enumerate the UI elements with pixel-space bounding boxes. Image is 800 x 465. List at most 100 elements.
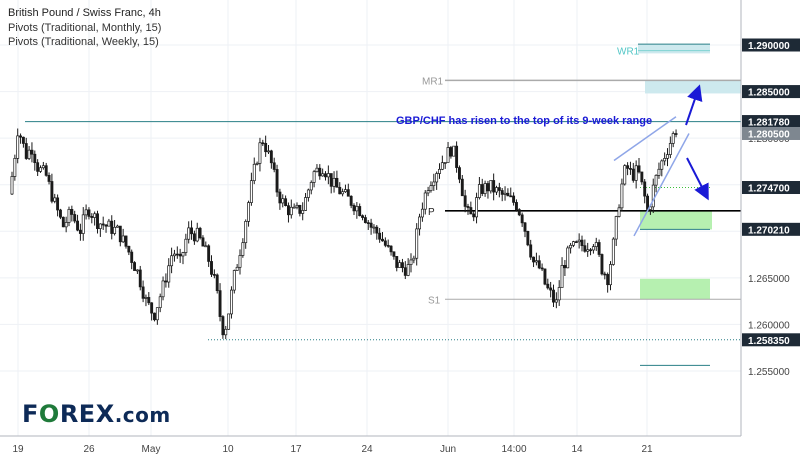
candle-body (663, 158, 667, 162)
candle-body (87, 209, 91, 217)
candle-body (292, 206, 296, 209)
candle-body (39, 167, 42, 172)
candle-body (674, 133, 678, 135)
candle-body (167, 265, 171, 283)
candle-body (164, 280, 168, 283)
candle-body (640, 171, 644, 183)
candles (10, 128, 678, 340)
candle-body (93, 213, 97, 218)
candle-body (127, 245, 131, 253)
candle-body (64, 222, 68, 228)
weekly-r1-zone (638, 44, 710, 54)
candle-body (426, 190, 430, 194)
candle-body (269, 150, 273, 164)
candle-body (543, 268, 547, 285)
candle-body (98, 223, 102, 229)
candle-body (118, 225, 122, 243)
candle-body (452, 145, 456, 157)
candle-body (190, 227, 193, 235)
candle-body (301, 210, 305, 214)
candle-body (70, 209, 74, 215)
candle-body (44, 165, 48, 176)
pivot-support-zone (640, 210, 712, 230)
time-tick-label: 14:00 (501, 444, 526, 455)
s1-support-zone (640, 278, 710, 300)
candle-body (218, 290, 222, 317)
candle-body (281, 198, 285, 204)
candle-body (61, 216, 65, 228)
candle-body (475, 197, 479, 218)
candle-body (41, 165, 45, 169)
candle-body (144, 297, 148, 299)
candle-body (446, 147, 450, 163)
candle-body (113, 226, 117, 234)
candle-body (324, 173, 327, 178)
candle-body (492, 180, 496, 193)
candle-body (666, 154, 669, 159)
candle-body (626, 165, 630, 169)
price-tag-bg (742, 181, 800, 195)
candle-body (389, 245, 393, 253)
candle-body (597, 242, 601, 255)
candle-body (150, 302, 154, 314)
candle-body (130, 251, 134, 263)
candle-body (221, 316, 225, 336)
candle-body (238, 255, 242, 268)
price-tick-label: 1.255000 (748, 367, 790, 378)
candle-body (617, 207, 621, 217)
pivot-label-s1: S1 (428, 295, 441, 306)
candle-body (21, 136, 25, 144)
candle-body (378, 232, 382, 240)
candle-body (155, 307, 159, 321)
candle-body (289, 206, 293, 216)
price-tag-label: 1.270210 (748, 225, 790, 236)
candle-body (435, 173, 439, 183)
candle-body (577, 239, 581, 243)
candle-body (210, 261, 213, 275)
forex-logo: FOREX.com (22, 400, 171, 428)
candle-body (458, 167, 461, 180)
candle-body (78, 229, 82, 234)
candle-body (332, 177, 336, 187)
price-tag-bg (742, 85, 800, 99)
candle-body (514, 202, 518, 210)
time-tick-label: 10 (222, 444, 234, 455)
candle-body (455, 145, 459, 168)
pivot-lines: P S1 MR1 WR1 (25, 43, 741, 366)
candle-body (284, 198, 288, 207)
candle-body (173, 253, 176, 257)
candle-body (609, 264, 612, 286)
candle-body (275, 169, 279, 193)
upside-target-zone (645, 80, 741, 94)
candle-body (614, 216, 618, 240)
candle-body (30, 149, 34, 155)
candle-body (520, 214, 524, 224)
candle-body (295, 204, 299, 208)
candle-body (386, 244, 390, 247)
candle-body (571, 241, 575, 246)
candle-body (258, 142, 262, 164)
candle-body (53, 197, 57, 202)
candle-body (557, 287, 561, 301)
candle-body (486, 183, 490, 192)
candle-body (298, 204, 302, 214)
candle-body (232, 270, 236, 291)
candle-body (247, 202, 250, 222)
candle-body (552, 289, 555, 303)
candle-body (489, 180, 493, 192)
candle-body (403, 267, 407, 276)
candle-body (19, 135, 23, 138)
candle-body (643, 181, 647, 197)
candle-body (326, 173, 330, 178)
candle-body (438, 168, 441, 174)
price-tick-label: 1.265000 (748, 274, 790, 285)
candle-body (207, 245, 211, 262)
candle-body (184, 238, 188, 253)
candle-body (432, 181, 436, 187)
price-tag-bg (742, 126, 800, 140)
candle-body (631, 168, 635, 181)
candle-body (603, 273, 607, 276)
time-tick-label: 19 (12, 444, 24, 455)
candle-body (133, 262, 136, 271)
candle-body (563, 265, 567, 269)
